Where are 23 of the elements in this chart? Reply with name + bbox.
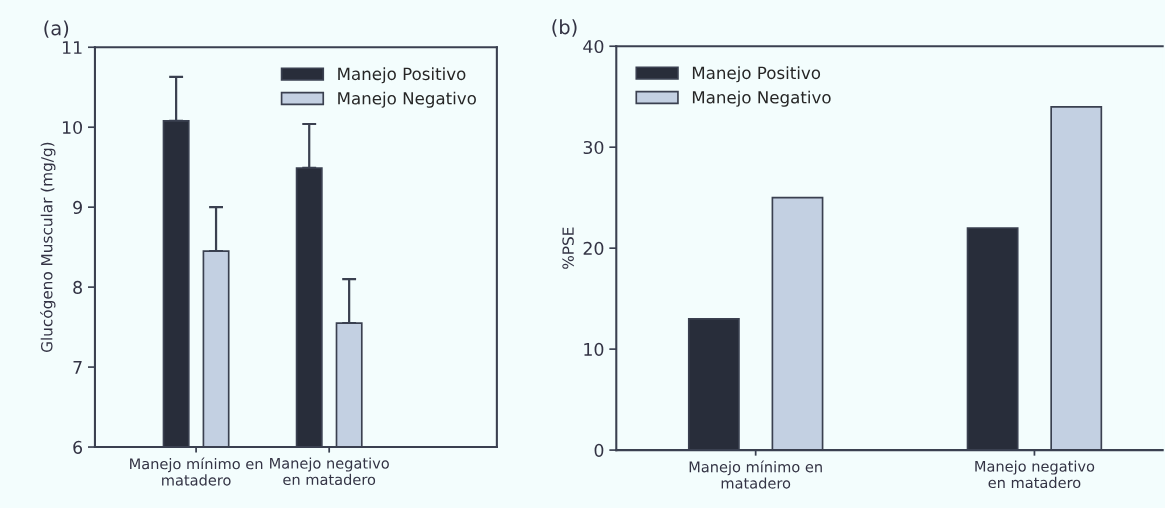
y-tick-label: 20 bbox=[583, 241, 604, 255]
x-tick-label: Manejo negativo en matadero bbox=[975, 460, 1095, 489]
chart-title: (a) bbox=[44, 20, 69, 38]
y-tick-label: 7 bbox=[73, 361, 82, 374]
legend-label: Manejo Positivo bbox=[338, 67, 466, 84]
y-axis-title: %PSE bbox=[562, 227, 574, 269]
legend-label: Manejo Negativo bbox=[338, 91, 476, 108]
y-tick-label: 8 bbox=[73, 280, 82, 294]
y-axis-title: Glucógeno Muscular (mg/g) bbox=[40, 142, 56, 353]
y-tick-label: 30 bbox=[583, 140, 604, 155]
x-tick-label: Manejo mínimo en matadero bbox=[689, 460, 822, 489]
y-tick-label: 40 bbox=[583, 39, 604, 54]
legend-label: Manejo Positivo bbox=[692, 66, 821, 83]
y-tick-label: 10 bbox=[584, 342, 604, 356]
y-tick-label: 11 bbox=[62, 41, 82, 54]
x-tick-label: Manejo mínimo en matadero bbox=[130, 457, 263, 486]
y-tick-label: 6 bbox=[73, 440, 83, 454]
y-tick-label: 9 bbox=[73, 200, 82, 215]
chart-title: (b) bbox=[552, 19, 577, 37]
legend-label: Manejo Negativo bbox=[692, 90, 831, 107]
y-tick-label: 10 bbox=[62, 120, 82, 135]
y-tick-label: 0 bbox=[594, 443, 604, 457]
x-tick-label: Manejo negativo en matadero bbox=[270, 457, 389, 486]
